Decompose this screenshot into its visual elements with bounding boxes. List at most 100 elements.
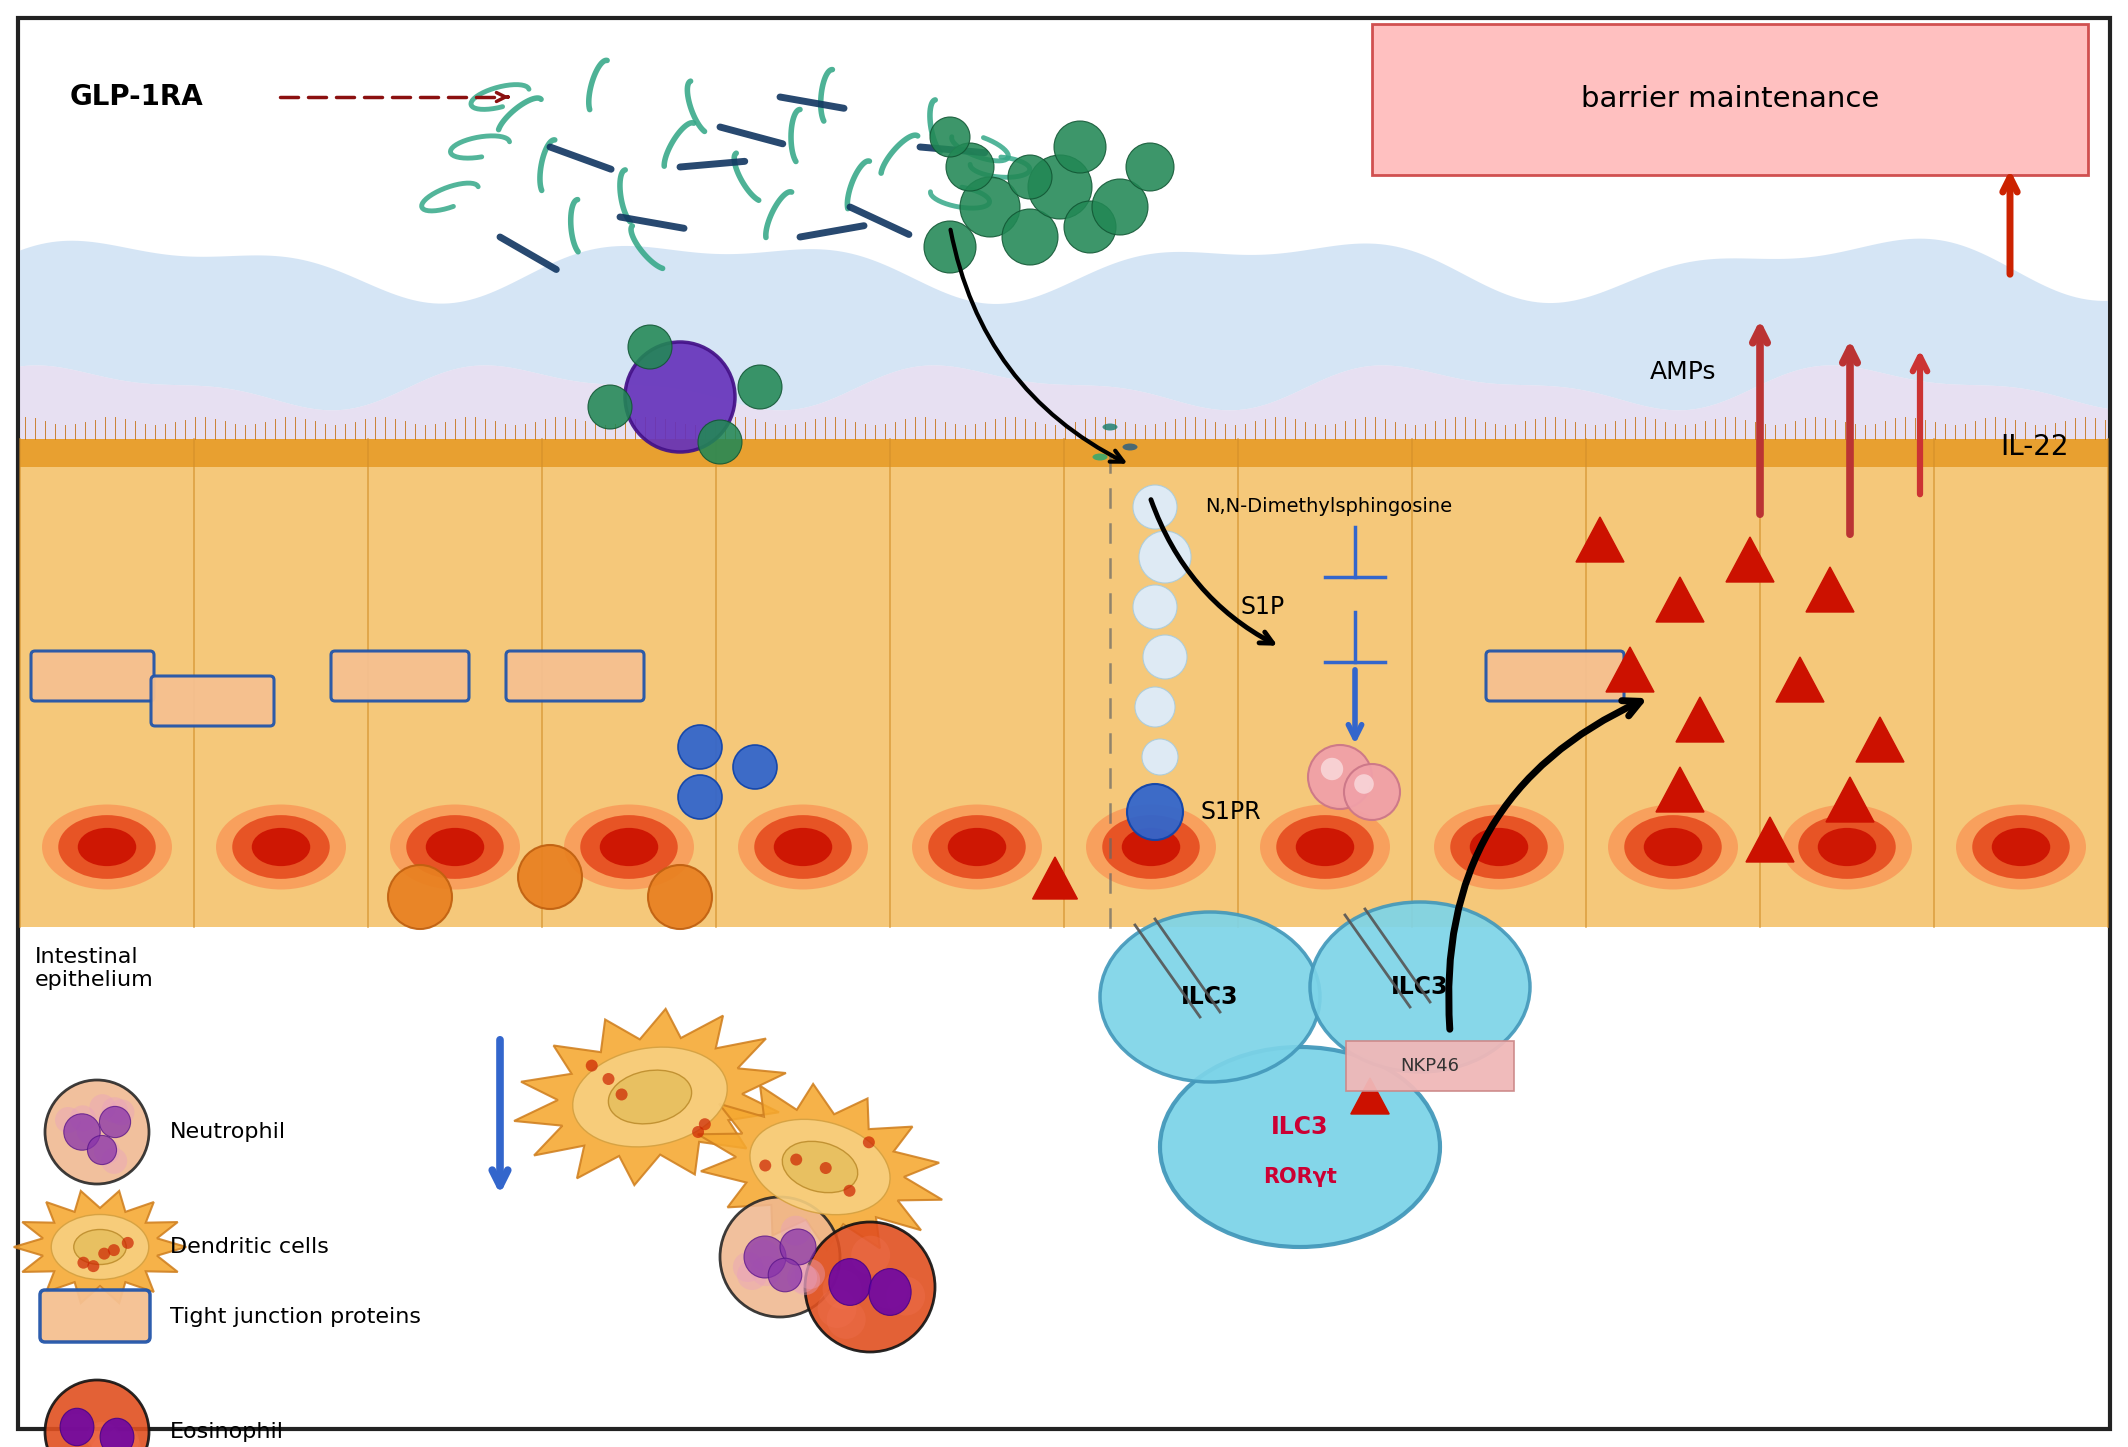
Circle shape [1143, 739, 1179, 776]
FancyBboxPatch shape [151, 676, 275, 726]
FancyBboxPatch shape [32, 651, 153, 700]
Circle shape [89, 1424, 121, 1447]
Ellipse shape [1311, 901, 1530, 1072]
Circle shape [102, 1147, 128, 1174]
Circle shape [692, 1126, 704, 1137]
Ellipse shape [100, 1418, 134, 1447]
Ellipse shape [389, 805, 519, 890]
Circle shape [628, 326, 672, 369]
Circle shape [698, 1119, 711, 1130]
Ellipse shape [928, 815, 1026, 878]
Circle shape [102, 1097, 128, 1123]
Circle shape [1053, 122, 1107, 174]
Polygon shape [19, 239, 2109, 411]
Circle shape [1126, 143, 1175, 191]
Text: S1PR: S1PR [1200, 800, 1260, 823]
Polygon shape [1826, 777, 1875, 822]
Polygon shape [1677, 697, 1724, 742]
Circle shape [698, 420, 743, 464]
Circle shape [781, 1229, 815, 1265]
Circle shape [930, 117, 970, 158]
Circle shape [87, 1136, 117, 1165]
Ellipse shape [1643, 828, 1702, 867]
Polygon shape [19, 438, 2109, 467]
Circle shape [862, 1136, 875, 1149]
Polygon shape [1777, 657, 1824, 702]
Ellipse shape [74, 1230, 126, 1265]
Circle shape [1309, 745, 1373, 809]
FancyBboxPatch shape [17, 17, 2111, 1430]
Polygon shape [698, 1084, 943, 1250]
Polygon shape [1745, 818, 1794, 862]
Circle shape [819, 1162, 832, 1174]
Text: S1P: S1P [1241, 595, 1283, 619]
Text: ILC3: ILC3 [1181, 985, 1238, 1009]
Circle shape [1321, 758, 1343, 780]
Ellipse shape [830, 1259, 870, 1305]
Circle shape [1345, 764, 1400, 820]
Text: Eosinophil: Eosinophil [170, 1422, 283, 1443]
Ellipse shape [1100, 912, 1319, 1082]
Circle shape [1092, 179, 1147, 234]
Text: N,N-Dimethylsphingosine: N,N-Dimethylsphingosine [1204, 498, 1451, 517]
Circle shape [738, 365, 781, 410]
Polygon shape [19, 366, 2109, 473]
Ellipse shape [609, 1071, 692, 1124]
Circle shape [851, 1236, 890, 1275]
Ellipse shape [1102, 815, 1200, 878]
Circle shape [77, 1119, 102, 1143]
Ellipse shape [1992, 828, 2049, 867]
Ellipse shape [1085, 805, 1215, 890]
Circle shape [1028, 155, 1092, 218]
FancyBboxPatch shape [332, 651, 468, 700]
Ellipse shape [1956, 805, 2085, 890]
Polygon shape [1032, 857, 1077, 899]
Circle shape [824, 1270, 862, 1310]
Circle shape [843, 1185, 855, 1197]
Ellipse shape [1277, 815, 1375, 878]
Text: GLP-1RA: GLP-1RA [70, 82, 204, 111]
Ellipse shape [947, 828, 1007, 867]
Circle shape [736, 1260, 766, 1291]
Circle shape [1134, 687, 1175, 726]
Circle shape [817, 1289, 858, 1328]
Circle shape [587, 385, 632, 428]
Text: ILC3: ILC3 [1392, 975, 1449, 998]
Circle shape [1138, 531, 1192, 583]
Circle shape [109, 1100, 134, 1126]
Text: IL-22: IL-22 [2000, 433, 2068, 462]
Circle shape [98, 1247, 111, 1260]
Ellipse shape [1451, 815, 1547, 878]
Polygon shape [1656, 577, 1705, 622]
Ellipse shape [581, 815, 677, 878]
FancyBboxPatch shape [506, 651, 645, 700]
Ellipse shape [1102, 424, 1117, 431]
Ellipse shape [1781, 805, 1911, 890]
Circle shape [64, 1114, 100, 1150]
Ellipse shape [1160, 1048, 1441, 1247]
Circle shape [796, 1259, 826, 1289]
Circle shape [760, 1159, 770, 1172]
Ellipse shape [251, 828, 311, 867]
Ellipse shape [738, 805, 868, 890]
Ellipse shape [753, 815, 851, 878]
Polygon shape [1607, 647, 1653, 692]
Circle shape [885, 1276, 926, 1315]
Polygon shape [13, 1191, 187, 1304]
Circle shape [615, 1088, 628, 1101]
Polygon shape [19, 467, 2109, 928]
Circle shape [70, 1106, 96, 1132]
Ellipse shape [1121, 828, 1181, 867]
Polygon shape [1577, 517, 1624, 561]
Text: Dendritic cells: Dendritic cells [170, 1237, 330, 1257]
Ellipse shape [79, 828, 136, 867]
Circle shape [1064, 201, 1115, 253]
Circle shape [719, 1197, 841, 1317]
Circle shape [109, 1425, 138, 1447]
Circle shape [751, 1256, 781, 1286]
Ellipse shape [913, 805, 1043, 890]
Polygon shape [1656, 767, 1705, 812]
Circle shape [732, 1252, 764, 1282]
Ellipse shape [1434, 805, 1564, 890]
Ellipse shape [1973, 815, 2071, 878]
